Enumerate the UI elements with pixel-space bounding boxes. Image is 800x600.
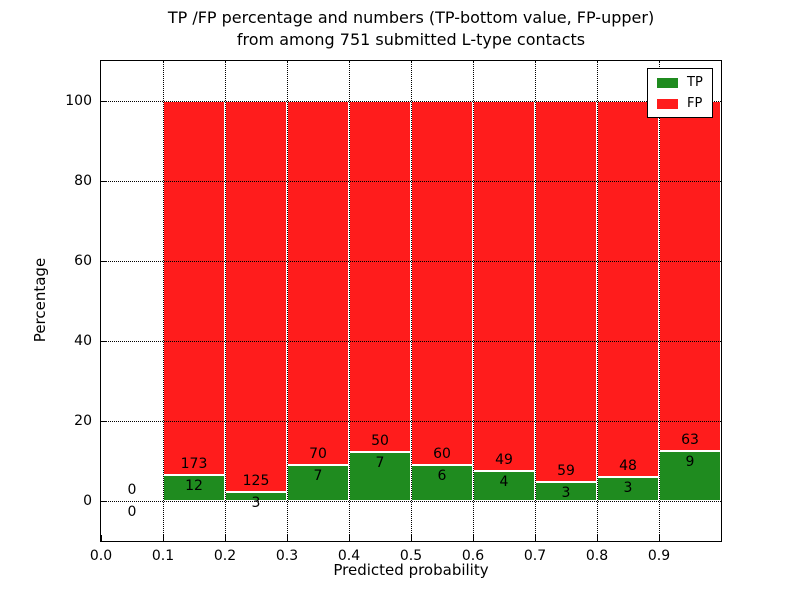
gridline-vertical [163,61,164,541]
fp-count-label: 173 [180,456,208,473]
x-tick-mark [473,535,474,541]
x-tick-mark [225,535,226,541]
y-tick-label: 60 [74,253,92,269]
gridline-vertical [597,61,598,541]
tp-count-label: 3 [623,480,633,497]
tp-count-label: 4 [499,473,509,490]
legend-item-tp: TP [657,76,703,89]
x-tick-mark [411,535,412,541]
tp-count-label: 7 [375,454,385,471]
x-tick-mark [163,535,164,541]
y-tick-label: 0 [83,493,92,509]
x-tick-label: 0.0 [89,548,113,564]
fp-swatch-icon [657,98,678,109]
fp-count-label: 70 [309,445,327,462]
chart-title-line1: TP /FP percentage and numbers (TP-bottom… [167,8,655,27]
bar-segment-fp [473,101,535,471]
legend-item-fp: FP [657,97,703,110]
gridline-vertical [535,61,536,541]
gridline-vertical [659,61,660,541]
x-tick-mark [287,535,288,541]
x-tick-label: 0.8 [585,548,609,564]
tp-count-label: 7 [313,467,323,484]
fp-count-label: 125 [242,472,270,489]
bar-segment-fp [287,101,349,465]
y-tick-label: 40 [74,333,92,349]
x-tick-label: 0.7 [523,548,547,564]
bar-segment-tp [349,451,411,501]
x-tick-label: 0.3 [275,548,299,564]
x-tick-label: 0.5 [399,548,423,564]
x-tick-mark [101,535,102,541]
y-tick-mark [101,261,107,262]
tp-count-label: 6 [437,467,447,484]
bar-segment-tp [411,464,473,501]
tp-count-label: 3 [251,494,261,511]
fp-count-label: 49 [495,451,513,468]
x-tick-mark [659,535,660,541]
bar-segment-tp [473,470,535,501]
chart-title-line2: from among 751 submitted L-type contacts [236,30,586,49]
y-tick-label: 100 [65,93,92,109]
fp-count-label: 60 [433,445,451,462]
gridline-vertical [473,61,474,541]
y-tick-mark [101,501,107,502]
bar-segment-fp [163,101,225,476]
x-tick-mark [349,535,350,541]
tp-count-label: 12 [185,478,203,495]
tp-count-label: 3 [561,484,571,501]
x-tick-label: 0.1 [151,548,175,564]
bar-segment-fp [349,101,411,452]
x-axis-label: Predicted probability [333,561,489,579]
x-tick-mark [597,535,598,541]
bar-segment-fp [225,101,287,492]
bar-segment-fp [659,101,721,451]
x-tick-label: 0.9 [647,548,671,564]
bar-segment-fp [411,101,473,465]
gridline-vertical [287,61,288,541]
y-tick-label: 80 [74,173,92,189]
y-tick-label: 20 [74,413,92,429]
y-tick-mark [101,421,107,422]
tp-count-label: 0 [127,504,137,520]
fp-count-label: 50 [371,432,389,449]
chart-title: TP /FP percentage and numbers (TP-bottom… [100,7,722,51]
y-axis-label: Percentage [31,257,49,343]
x-tick-label: 0.2 [213,548,237,564]
legend-label-fp: FP [687,96,703,111]
y-tick-mark [101,341,107,342]
y-tick-mark [101,181,107,182]
gridline-vertical [225,61,226,541]
plot-area: TP FP 0.0 0.1 0.2 0.3 0.4 0.5 0.6 0.7 0.8 0.9 0 20 4… [65,60,722,564]
legend-label-tp: TP [687,75,703,90]
x-tick-label: 0.6 [461,548,485,564]
x-tick-label: 0.4 [337,548,361,564]
y-tick-mark [101,101,107,102]
fp-count-label: 63 [681,432,699,448]
legend: TP FP [647,68,713,118]
gridline-vertical [411,61,412,541]
x-tick-mark [535,535,536,541]
fp-count-label: 48 [619,458,637,475]
tp-count-label: 9 [685,454,695,470]
fp-count-label: 0 [127,482,137,498]
fp-count-label: 59 [557,462,575,479]
gridline-vertical [349,61,350,541]
bar-segment-tp [659,451,721,501]
bar-segment-fp [535,101,597,482]
tp-swatch-icon [657,77,678,88]
